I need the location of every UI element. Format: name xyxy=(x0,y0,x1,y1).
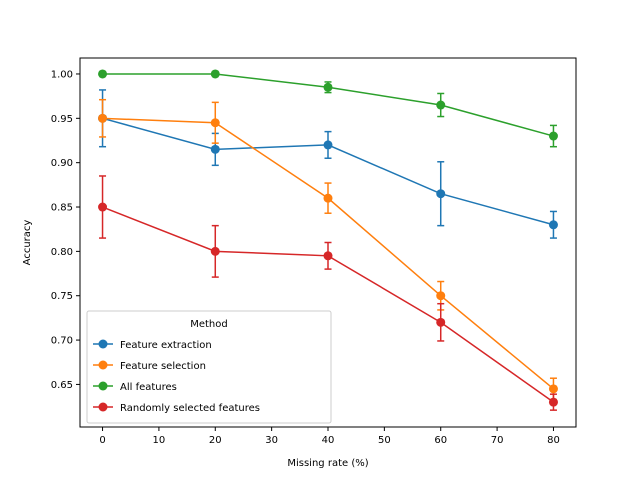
data-point xyxy=(323,193,333,203)
legend-box xyxy=(86,310,332,424)
y-tick-label: 0.85 xyxy=(51,203,73,214)
data-point xyxy=(323,82,333,92)
legend-item: Feature extraction xyxy=(93,339,212,351)
y-tick-label: 0.75 xyxy=(51,291,73,302)
y-axis-label: Accuracy xyxy=(22,220,33,266)
legend-item: Feature selection xyxy=(93,360,206,372)
legend-marker xyxy=(98,360,108,370)
plot-area xyxy=(98,69,558,411)
x-tick-label: 80 xyxy=(547,435,560,446)
data-point xyxy=(210,118,220,128)
series-2 xyxy=(98,69,558,148)
y-tick-label: 0.65 xyxy=(51,380,73,391)
y-tick-label: 1.00 xyxy=(51,69,73,80)
legend-item: Randomly selected features xyxy=(93,402,260,414)
legend-label: Randomly selected features xyxy=(120,403,260,414)
legend-marker xyxy=(98,402,108,412)
legend-title: Method xyxy=(190,319,228,330)
series-3 xyxy=(98,175,558,411)
legend: Method Feature extraction Feature selecti… xyxy=(86,310,332,424)
data-point xyxy=(548,384,558,394)
legend-label: Feature extraction xyxy=(120,340,212,351)
series-0 xyxy=(98,89,558,239)
x-tick-label: 40 xyxy=(322,435,335,446)
x-tick-label: 70 xyxy=(491,435,504,446)
y-tick-label: 0.80 xyxy=(51,247,73,258)
data-point xyxy=(548,397,558,407)
data-point xyxy=(323,251,333,261)
x-tick-label: 50 xyxy=(378,435,391,446)
legend-label: All features xyxy=(120,382,177,393)
legend-marker xyxy=(98,381,108,391)
data-point xyxy=(436,189,446,199)
data-point xyxy=(98,202,108,212)
legend-label: Feature selection xyxy=(120,361,206,372)
x-tick-label: 20 xyxy=(209,435,222,446)
data-point xyxy=(548,131,558,141)
data-point xyxy=(548,220,558,230)
data-point xyxy=(98,69,108,79)
y-tick-label: 0.70 xyxy=(51,336,73,347)
data-point xyxy=(436,100,446,110)
x-tick-label: 30 xyxy=(265,435,278,446)
data-point xyxy=(323,140,333,150)
x-tick-label: 10 xyxy=(153,435,166,446)
x-tick-label: 0 xyxy=(99,435,105,446)
data-point xyxy=(98,113,108,123)
data-point xyxy=(210,144,220,154)
axes: 0 10 20 30 40 50 60 70 80 0.65 0.70 0.75 0.80 0.85 0.9… xyxy=(51,57,577,446)
data-point xyxy=(436,291,446,301)
data-point xyxy=(210,246,220,256)
x-axis-label: Missing rate (%) xyxy=(287,458,368,469)
y-tick-label: 0.90 xyxy=(51,158,73,169)
data-point xyxy=(210,69,220,79)
y-tick-label: 0.95 xyxy=(51,114,73,125)
data-point xyxy=(436,317,446,327)
legend-item: All features xyxy=(93,381,177,393)
x-tick-label: 60 xyxy=(434,435,447,446)
legend-marker xyxy=(98,339,108,349)
